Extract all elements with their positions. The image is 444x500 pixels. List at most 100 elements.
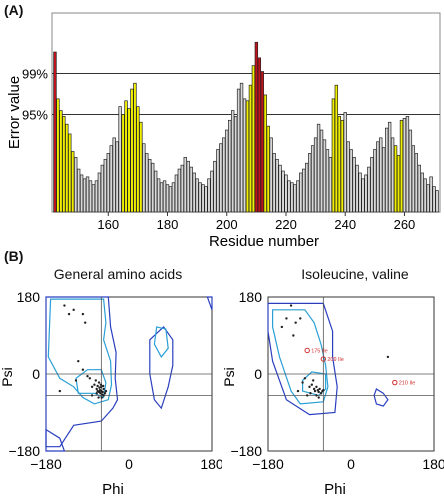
allowed-contour-bottom: [45, 428, 66, 452]
residue-point: [311, 379, 315, 382]
x-tick-label: 180: [157, 217, 179, 232]
bar-residue-233: [322, 139, 327, 213]
bar-residue-224: [296, 180, 300, 213]
y-axis-label: Psi: [222, 367, 237, 386]
y-tick-label: 180: [239, 289, 263, 305]
bar-residue-213: [263, 94, 267, 213]
bar-residue-223: [293, 184, 297, 213]
bar-residue-250: [373, 149, 377, 213]
error-value-bar-chart: 99% 95% 160 180 200 220 240 260 Residue number Er…: [6, 12, 441, 250]
residue-point: [305, 394, 309, 397]
residue-point: [94, 379, 98, 382]
bar-residue-176: [153, 170, 158, 213]
bar-residue-193: [204, 186, 208, 213]
bar-residue-206: [242, 98, 247, 213]
x-axis-label: Phi: [324, 481, 346, 498]
ramachandran-ile-val-plot: 175 Ile 209 Ile 210 Ile −180 0 180 180 0 −180 Phi…: [222, 289, 444, 498]
bar-residue-217: [275, 158, 279, 213]
residue-point: [90, 385, 94, 389]
bar-residue-264: [414, 153, 418, 213]
bar-residue-208: [248, 84, 253, 213]
bar-residue-148: [71, 151, 75, 213]
residue-point: [303, 377, 307, 380]
bar-residue-267: [423, 178, 427, 213]
allowed-contour-main: [45, 296, 119, 448]
residue-point: [318, 387, 321, 391]
outlier-label: 175 Ile: [311, 348, 328, 354]
bar-residue-226: [302, 168, 306, 213]
favoured-contour-main: [272, 309, 329, 405]
residue-point: [77, 359, 80, 363]
residue-point: [58, 389, 62, 393]
bar-residue-259: [399, 119, 404, 213]
residue-point: [93, 383, 96, 386]
bar-residue-181: [168, 186, 173, 213]
bar-residue-240: [343, 112, 347, 213]
y-tick-label: 180: [17, 289, 41, 305]
bar-residue-169: [133, 82, 137, 213]
residue-point: [319, 392, 323, 395]
bar-residue-214: [266, 125, 270, 213]
residue-point: [102, 394, 105, 397]
bar-residue-212: [260, 71, 264, 213]
residue-point: [97, 381, 101, 384]
bar-residue-160: [106, 153, 110, 213]
bar-residue-235: [328, 157, 333, 213]
bar-residue-202: [230, 110, 235, 213]
bar-residue-204: [236, 88, 241, 213]
residue-point: [99, 383, 103, 386]
bar-residue-180: [165, 184, 170, 213]
bar-residue-257: [393, 145, 398, 213]
panel-b-label: (B): [4, 248, 24, 264]
bar-residue-183: [174, 174, 179, 213]
bar-residue-151: [79, 174, 84, 213]
bar-residue-146: [65, 123, 69, 213]
bar-residue-227: [305, 162, 309, 213]
bar-residue-234: [325, 149, 330, 213]
bar-residue-171: [139, 121, 143, 213]
residue-point: [74, 379, 78, 382]
bar-residue-232: [319, 129, 324, 213]
bar-residue-225: [299, 172, 303, 213]
residue-point: [317, 390, 320, 394]
residue-point: [103, 392, 107, 395]
residue-point: [386, 355, 390, 359]
bar-residue-177: [156, 178, 161, 213]
bar-residue-174: [148, 158, 152, 213]
x-tick-label: 260: [394, 217, 416, 232]
bar-residue-228: [307, 153, 312, 213]
bar-residue-155: [91, 184, 96, 213]
outlier-point: [304, 347, 310, 354]
bar-residue-266: [420, 172, 424, 213]
bar-residue-215: [269, 137, 273, 213]
bar-residue-263: [411, 145, 416, 213]
residue-point: [315, 394, 318, 397]
x-tick-label: 180: [422, 456, 444, 472]
bar-residue-142: [53, 51, 57, 213]
ramachandran-general-title: General amino acids: [53, 266, 183, 282]
bar-residue-145: [62, 116, 66, 213]
bar-residue-158: [100, 164, 105, 213]
residue-point: [98, 386, 101, 389]
bar-residue-216: [272, 153, 276, 213]
bar-residue-231: [316, 123, 321, 213]
bar-residue-261: [405, 116, 410, 213]
y-tick-label: 0: [32, 366, 40, 382]
bar-residue-252: [379, 137, 383, 213]
reference-line-label: 99%: [22, 66, 48, 81]
bar-residue-243: [352, 157, 356, 213]
bar-residue-268: [426, 184, 430, 213]
y-axis-label: Error value: [6, 76, 23, 149]
bar-residue-156: [94, 180, 99, 213]
x-tick-label: 0: [347, 456, 355, 472]
contour-group: [45, 296, 213, 452]
favoured-contour-main: [47, 298, 113, 405]
bar-residue-201: [228, 119, 232, 213]
bar-residue-200: [225, 129, 229, 213]
reference-line-label: 95%: [22, 107, 48, 122]
allowed-contour-corner: [206, 296, 213, 311]
residue-point: [296, 389, 300, 393]
residue-point: [90, 394, 94, 397]
bar-residue-253: [382, 147, 386, 213]
allowed-contour-main: [267, 302, 338, 416]
